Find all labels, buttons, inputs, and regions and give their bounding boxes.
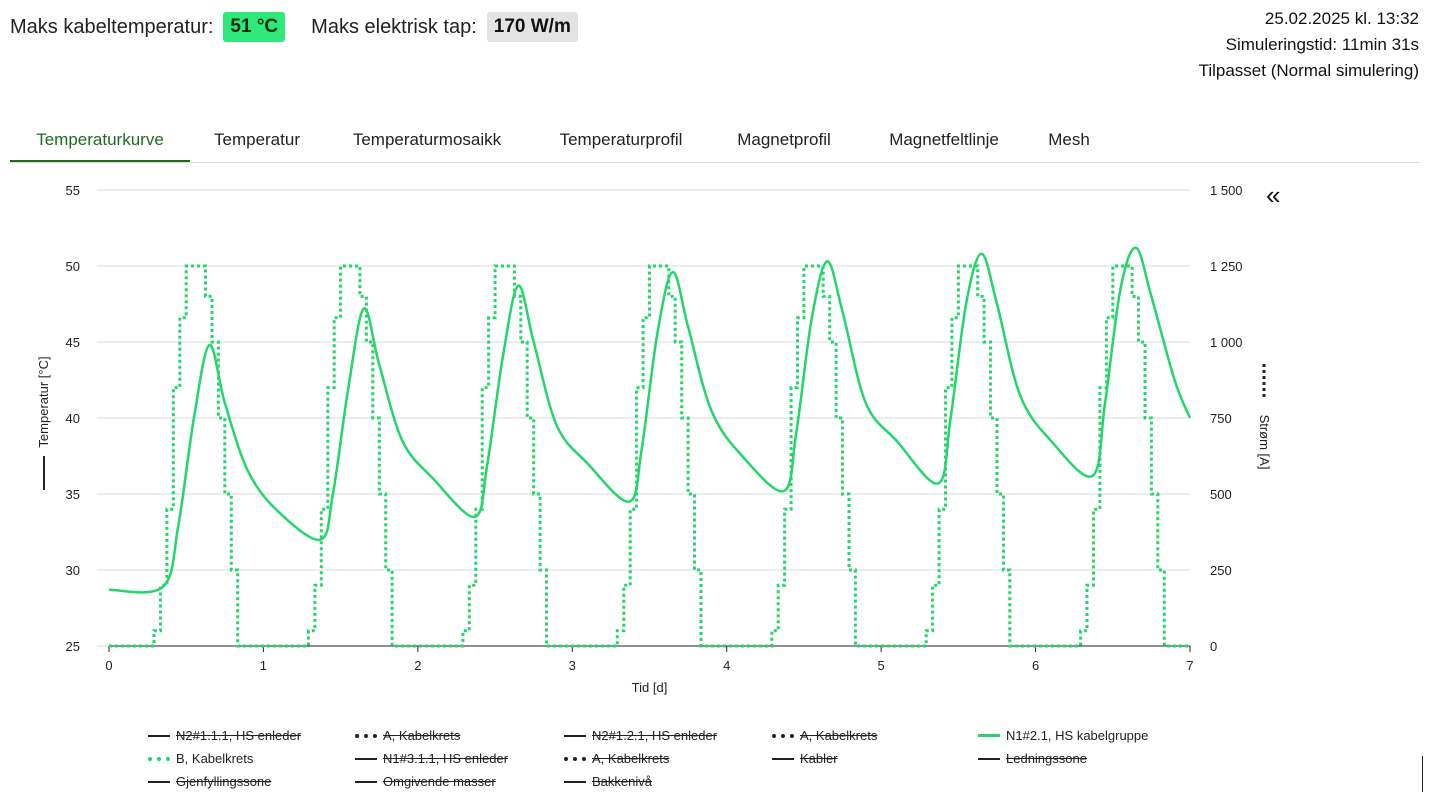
legend-item[interactable]: N1#3.1.1, HS enleder: [355, 751, 508, 766]
y2-tick-label: 1 500: [1210, 183, 1243, 198]
legend-item[interactable]: N2#1.2.1, HS enleder: [564, 728, 717, 743]
x-tick-label: 3: [569, 658, 576, 673]
x-tick-label: 1: [260, 658, 267, 673]
legend-swatch: [564, 780, 586, 783]
max-loss-label: Maks elektrisk tap:: [311, 15, 477, 38]
tab-magnetfeltlinje[interactable]: Magnetfeltlinje: [889, 130, 999, 149]
x-tick-label: 0: [105, 658, 112, 673]
tab-temperatur[interactable]: Temperatur: [214, 130, 300, 149]
legend-swatch: [564, 756, 586, 761]
y-tick-label: 40: [66, 411, 80, 426]
legend-swatch: [564, 734, 586, 737]
x-tick-label: 5: [878, 658, 885, 673]
y2-tick-label: 750: [1210, 411, 1232, 426]
y-tick-label: 50: [66, 259, 80, 274]
legend-label: N2#1.1.1, HS enleder: [176, 728, 302, 743]
y-axis-label: Temperatur [°C]: [36, 356, 51, 447]
y2-tick-label: 1 250: [1210, 259, 1243, 274]
tab-temperaturprofil[interactable]: Temperaturprofil: [559, 130, 683, 149]
legend-label: Omgivende masser: [383, 774, 496, 789]
y2-axis-label: Strøm [A]: [1257, 415, 1272, 470]
legend-label: Kabler: [800, 751, 838, 766]
current-series-line: [109, 264, 1190, 648]
legend-label: B, Kabelkrets: [176, 751, 254, 766]
collapse-panel-icon[interactable]: «: [1266, 180, 1281, 210]
legend-label: N1#2.1, HS kabelgruppe: [1006, 728, 1149, 743]
legend-label: N1#3.1.1, HS enleder: [383, 751, 509, 766]
legend-swatch: [978, 734, 1000, 737]
timestamp: 25.02.2025 kl. 13:32: [1264, 9, 1419, 28]
y2-tick-label: 250: [1210, 563, 1232, 578]
legend-swatch: [772, 757, 794, 760]
y-tick-label: 45: [66, 335, 80, 350]
legend-swatch: [355, 733, 377, 738]
legend-swatch: [148, 756, 170, 761]
simulation-time: Simuleringstid: 11min 31s: [1225, 35, 1419, 54]
legend-label: Ledningssone: [1006, 751, 1087, 766]
legend-swatch: [772, 733, 794, 738]
legend-item[interactable]: A, Kabelkrets: [772, 728, 877, 743]
legend-label: A, Kabelkrets: [592, 751, 670, 766]
y2-tick-label: 1 000: [1210, 335, 1243, 350]
tab-temperaturmosaikk[interactable]: Temperaturmosaikk: [352, 130, 502, 149]
summary-bar: Maks kabeltemperatur: 51 °C Maks elektri…: [10, 10, 604, 44]
temperature-series-line: [108, 246, 1192, 594]
max-temp-label: Maks kabeltemperatur:: [10, 15, 214, 38]
x-axis-label: Tid [d]: [632, 680, 668, 695]
legend-item[interactable]: A, Kabelkrets: [355, 728, 460, 743]
max-temp-badge: 51 °C: [223, 12, 286, 42]
simulation-mode: Tilpasset (Normal simulering): [1198, 61, 1419, 80]
x-tick-label: 2: [414, 658, 421, 673]
y2-tick-label: 500: [1210, 487, 1232, 502]
legend-item[interactable]: B, Kabelkrets: [148, 751, 253, 766]
legend-label: A, Kabelkrets: [383, 728, 461, 743]
x-tick-label: 4: [723, 658, 730, 673]
legend-swatch: [148, 780, 170, 783]
y-tick-label: 55: [66, 183, 80, 198]
x-tick-label: 6: [1032, 658, 1039, 673]
legend-label: Gjenfyllingssone: [176, 774, 272, 789]
tab-magnetprofil[interactable]: Magnetprofil: [737, 130, 831, 149]
legend-item[interactable]: N1#2.1, HS kabelgruppe: [978, 728, 1148, 743]
legend-label: N2#1.2.1, HS enleder: [592, 728, 718, 743]
legend-swatch: [355, 757, 377, 760]
simulation-meta: 25.02.2025 kl. 13:32 Simuleringstid: 11m…: [1199, 6, 1419, 84]
legend-item[interactable]: Omgivende masser: [355, 774, 496, 789]
tab-mesh[interactable]: Mesh: [1048, 130, 1090, 149]
y2-tick-label: 0: [1210, 639, 1217, 654]
legend-label: A, Kabelkrets: [800, 728, 878, 743]
max-loss-badge: 170 W/m: [486, 12, 578, 42]
legend-item[interactable]: Ledningssone: [978, 751, 1087, 766]
y-tick-label: 30: [66, 563, 80, 578]
tab-temperaturkurve[interactable]: Temperaturkurve: [10, 124, 190, 162]
legend-item[interactable]: A, Kabelkrets: [564, 751, 669, 766]
x-tick-label: 7: [1186, 658, 1193, 673]
chart-legend: N2#1.1.1, HS enleder A, Kabelkrets N2#1.2.…: [148, 728, 1198, 794]
tab-bar: Temperaturkurve Temperatur Temperaturmos…: [10, 124, 1420, 163]
legend-item[interactable]: Kabler: [772, 751, 838, 766]
legend-swatch: [148, 734, 170, 737]
legend-swatch: [355, 780, 377, 783]
legend-label: Bakkenivå: [592, 774, 652, 789]
y-tick-label: 25: [66, 639, 80, 654]
divider-line: [1422, 756, 1423, 792]
legend-item[interactable]: N2#1.1.1, HS enleder: [148, 728, 301, 743]
legend-item[interactable]: Gjenfyllingssone: [148, 774, 271, 789]
y-tick-label: 35: [66, 487, 80, 502]
legend-item[interactable]: Bakkenivå: [564, 774, 652, 789]
legend-swatch: [978, 757, 1000, 760]
